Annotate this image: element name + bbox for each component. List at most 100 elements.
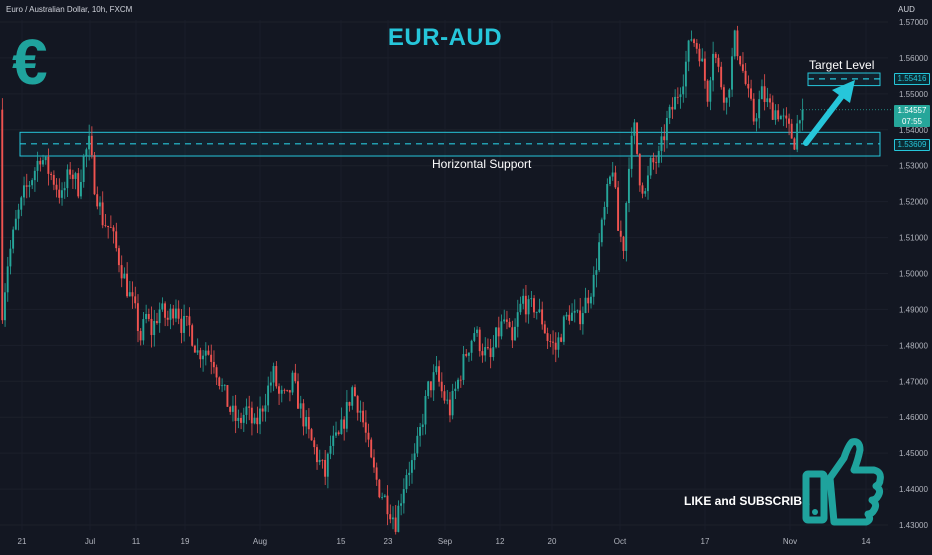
candle bbox=[307, 408, 310, 439]
candle bbox=[79, 169, 82, 200]
candle bbox=[790, 119, 793, 139]
candle bbox=[576, 309, 579, 314]
candle bbox=[33, 167, 36, 192]
candle bbox=[348, 401, 351, 412]
time-axis[interactable]: 21 Jul 11 19 Aug 15 23 Sep 12 20 Oct 17 Nov 14 bbox=[18, 537, 871, 546]
candle bbox=[351, 385, 354, 410]
candle bbox=[405, 469, 408, 493]
candle bbox=[448, 391, 451, 423]
candle bbox=[120, 255, 123, 288]
candle bbox=[185, 315, 188, 326]
candle bbox=[17, 203, 20, 231]
candle bbox=[196, 338, 199, 356]
candle bbox=[82, 153, 85, 188]
candle bbox=[769, 93, 771, 110]
symbol-title[interactable]: Euro / Australian Dollar, 10h, FXCM bbox=[6, 5, 133, 14]
candle bbox=[74, 171, 77, 190]
candle bbox=[484, 337, 487, 362]
candle bbox=[589, 293, 592, 309]
candle bbox=[250, 401, 253, 436]
candle bbox=[294, 363, 297, 384]
candle bbox=[541, 301, 544, 330]
target-arrow-icon bbox=[803, 80, 855, 146]
candle bbox=[473, 327, 476, 343]
y-tick-label: 1.46000 bbox=[899, 413, 928, 422]
candle bbox=[465, 349, 468, 358]
horizontal-support-label: Horizontal Support bbox=[432, 157, 532, 171]
candle bbox=[158, 302, 161, 333]
candle bbox=[562, 315, 565, 345]
candle bbox=[334, 421, 337, 439]
candle bbox=[514, 318, 516, 341]
x-tick-label: 20 bbox=[548, 537, 557, 546]
grid bbox=[0, 20, 888, 530]
like-subscribe-label: LIKE and SUBSCRIBE bbox=[684, 494, 811, 508]
candle bbox=[467, 352, 470, 362]
candle bbox=[31, 178, 34, 189]
candle bbox=[747, 75, 750, 98]
candle bbox=[432, 364, 435, 401]
candle bbox=[269, 371, 272, 393]
candle bbox=[731, 47, 733, 97]
candle bbox=[52, 170, 55, 191]
candle bbox=[107, 225, 110, 239]
y-tick-label: 1.52000 bbox=[899, 198, 928, 207]
candle bbox=[530, 291, 533, 307]
price-axis[interactable]: 1.57000 1.56000 1.55000 1.54000 1.53000 1.520… bbox=[899, 18, 928, 530]
candle bbox=[801, 98, 804, 131]
candle bbox=[166, 310, 169, 327]
candle bbox=[329, 435, 332, 460]
candle bbox=[516, 299, 519, 338]
candle bbox=[538, 298, 541, 314]
candle bbox=[543, 320, 546, 335]
candle bbox=[603, 201, 606, 226]
candle bbox=[25, 173, 28, 199]
candle bbox=[20, 195, 23, 217]
candle bbox=[573, 299, 576, 323]
candle bbox=[617, 180, 620, 232]
candle bbox=[283, 388, 286, 394]
candle bbox=[172, 304, 175, 326]
candle bbox=[720, 61, 723, 90]
candle bbox=[443, 384, 446, 404]
candle bbox=[85, 147, 88, 168]
candle bbox=[212, 350, 215, 374]
x-tick-label: 12 bbox=[496, 537, 505, 546]
candle bbox=[153, 309, 156, 347]
candle bbox=[535, 311, 538, 320]
candle bbox=[69, 162, 72, 180]
target-level-label: Target Level bbox=[809, 58, 875, 72]
candle bbox=[164, 301, 166, 327]
candle bbox=[226, 384, 229, 407]
candle bbox=[798, 119, 801, 133]
candle bbox=[421, 413, 424, 436]
candle bbox=[218, 376, 221, 390]
candle bbox=[557, 332, 560, 358]
candle bbox=[131, 281, 134, 309]
candle bbox=[101, 191, 104, 229]
candle bbox=[676, 87, 679, 105]
candle bbox=[570, 303, 573, 321]
candle bbox=[519, 296, 522, 315]
y-tick-label: 1.57000 bbox=[899, 18, 928, 27]
candle bbox=[630, 127, 633, 178]
candle bbox=[549, 334, 552, 348]
candle bbox=[397, 500, 400, 533]
candle bbox=[221, 378, 223, 393]
candle bbox=[758, 90, 761, 129]
x-tick-label: Sep bbox=[438, 537, 453, 546]
candle bbox=[717, 54, 720, 73]
y-tick-label: 1.56000 bbox=[899, 54, 928, 63]
x-tick-label: 19 bbox=[181, 537, 190, 546]
candle bbox=[115, 222, 118, 252]
candle bbox=[321, 459, 324, 469]
y-tick-label: 1.53000 bbox=[899, 162, 928, 171]
candle bbox=[760, 79, 763, 100]
candle bbox=[60, 182, 63, 206]
candle bbox=[739, 55, 742, 67]
candle bbox=[457, 377, 459, 392]
candle bbox=[112, 225, 115, 244]
bar-countdown: 07:55 bbox=[901, 117, 923, 126]
